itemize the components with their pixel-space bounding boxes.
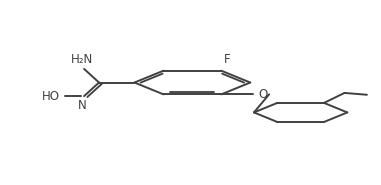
Text: H₂N: H₂N [71,53,93,66]
Text: F: F [224,53,231,66]
Text: N: N [78,99,86,112]
Text: O: O [259,88,268,101]
Text: HO: HO [42,90,60,103]
